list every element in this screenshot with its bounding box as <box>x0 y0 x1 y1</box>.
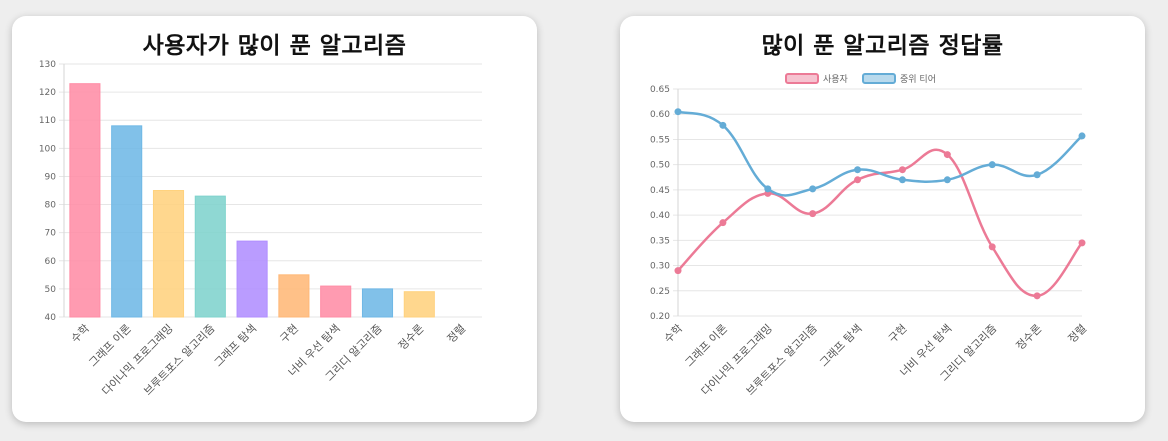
data-point <box>898 166 906 174</box>
legend-label: 중위 티어 <box>900 74 936 85</box>
x-tick-label: 수학 <box>69 322 93 346</box>
y-tick-label: 0.50 <box>650 161 670 171</box>
x-tick-label: 수학 <box>662 322 686 346</box>
y-tick-label: 0.25 <box>650 287 670 297</box>
bar <box>152 190 185 318</box>
data-point <box>854 176 862 184</box>
bar <box>320 285 352 318</box>
y-tick-label: 110 <box>39 116 56 126</box>
data-point <box>854 166 862 174</box>
bar <box>69 83 101 318</box>
bar <box>236 240 268 318</box>
y-tick-label: 0.60 <box>650 110 670 120</box>
y-tick-label: 0.20 <box>650 312 670 322</box>
x-tick-label: 정렬 <box>1066 322 1090 346</box>
y-tick-label: 80 <box>45 201 57 211</box>
data-point <box>674 108 682 116</box>
bar <box>403 291 435 318</box>
y-tick-label: 0.35 <box>650 236 670 246</box>
legend-label: 사용자 <box>823 74 849 85</box>
data-point <box>764 185 772 193</box>
line-chart-card: 많이 푼 알고리즘 정답률 0.20 0.25 0.30 0.35 0.40 0.45 0.… <box>620 16 1145 422</box>
x-tick-label: 그래프 탐색 <box>817 322 864 369</box>
legend-swatch <box>862 73 896 84</box>
data-point <box>1078 132 1086 140</box>
data-point <box>988 161 996 169</box>
x-tick-label: 정수론 <box>396 322 427 353</box>
y-tick-label: 0.55 <box>650 135 670 145</box>
data-point <box>943 176 951 184</box>
data-point <box>1033 292 1041 300</box>
x-tick-label: 정렬 <box>445 322 469 346</box>
legend-swatch <box>785 73 819 84</box>
bar-chart-title: 사용자가 많이 푼 알고리즘 <box>142 33 407 59</box>
x-tick-label: 다이나믹 프로그래밍 <box>100 322 176 398</box>
y-tick-label: 100 <box>39 144 56 154</box>
y-tick-label: 0.45 <box>650 186 670 196</box>
bar-chart-card: 사용자가 많이 푼 알고리즘 40 50 60 70 80 90 100 110 120 130 수… <box>12 16 537 422</box>
data-point <box>674 267 682 275</box>
x-tick-label: 정수론 <box>1014 322 1045 353</box>
x-tick-label: 그래프 이론 <box>683 322 730 369</box>
y-tick-label: 40 <box>45 313 57 323</box>
data-point <box>943 151 951 159</box>
data-point <box>809 210 817 218</box>
data-point <box>809 185 817 193</box>
x-tick-label: 그래프 탐색 <box>212 322 259 369</box>
data-point <box>1078 239 1086 247</box>
bar <box>111 125 143 318</box>
y-tick-label: 120 <box>39 88 56 98</box>
data-point <box>898 176 906 184</box>
bar <box>194 195 226 318</box>
data-point <box>988 243 996 251</box>
x-tick-label: 브루트포스 알고리즘 <box>141 321 218 398</box>
bar <box>361 288 394 318</box>
x-tick-label: 구현 <box>886 322 910 346</box>
y-tick-label: 70 <box>45 229 57 239</box>
y-tick-label: 0.65 <box>650 85 670 95</box>
line-chart-title: 많이 푼 알고리즘 정답률 <box>761 33 1004 59</box>
y-tick-label: 0.30 <box>650 262 670 272</box>
data-point <box>719 121 727 129</box>
bar <box>278 274 310 318</box>
y-tick-label: 50 <box>45 285 57 295</box>
data-point <box>719 219 727 227</box>
y-tick-label: 90 <box>45 172 57 182</box>
y-tick-label: 0.40 <box>650 211 670 221</box>
y-tick-label: 130 <box>39 60 56 70</box>
line-chart: 0.20 0.25 0.30 0.35 0.40 0.45 0.50 0.55 0.60 0.65… <box>650 73 1090 398</box>
data-point <box>1033 171 1041 179</box>
y-tick-label: 60 <box>45 257 57 267</box>
series-line <box>677 148 1083 298</box>
x-tick-label: 구현 <box>278 322 302 346</box>
series-line <box>677 110 1083 197</box>
